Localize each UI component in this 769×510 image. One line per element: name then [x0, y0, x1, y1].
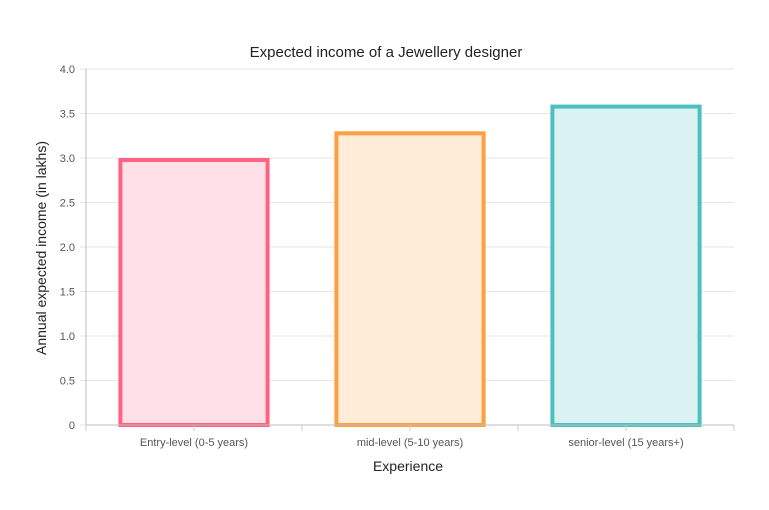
x-tick-label: Entry-level (0-5 years)	[140, 437, 248, 449]
y-tick-label: 0.5	[60, 376, 75, 388]
x-tick-label: senior-level (15 years+)	[568, 437, 683, 449]
y-tick-label: 0	[69, 420, 75, 432]
y-tick-label: 2.0	[60, 242, 75, 254]
y-tick-label: 1.0	[60, 331, 75, 343]
y-tick-label: 2.5	[60, 198, 75, 210]
chart-title: Expected income of a Jewellery designer	[250, 44, 523, 61]
bar	[334, 131, 486, 428]
bar	[550, 104, 702, 427]
y-tick-label: 1.5	[60, 287, 75, 299]
x-axis-label: Experience	[373, 458, 443, 474]
bars	[118, 104, 702, 428]
y-axis-label: Annual expected income (in lakhs)	[33, 141, 49, 355]
y-tick-label: 3.5	[60, 109, 75, 121]
x-axis-ticks: Entry-level (0-5 years) mid-level (5-10 y…	[85, 425, 735, 449]
y-tick-label: 3.0	[60, 153, 75, 165]
y-axis-ticks: 0 0.5 1.0 1.5 2.0 2.5 3.0 3.5 4.0	[60, 64, 75, 432]
x-tick-label: mid-level (5-10 years)	[357, 437, 463, 449]
y-tick-label: 4.0	[60, 64, 75, 76]
bar	[118, 158, 270, 427]
